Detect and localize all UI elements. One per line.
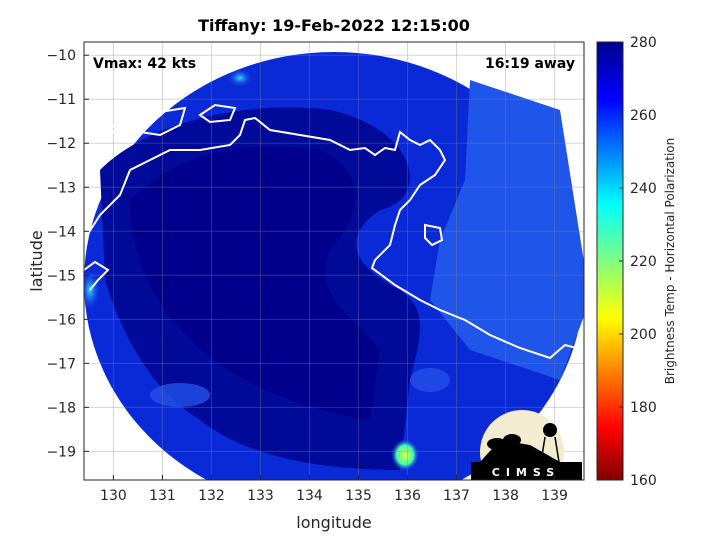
y-tick-label: −10 xyxy=(46,48,76,64)
colorbar-label: Brightness Temp - Horizontal Polarizatio… xyxy=(663,138,677,385)
x-tick-label: 133 xyxy=(247,488,274,504)
x-tick-label: 139 xyxy=(541,488,568,504)
grid xyxy=(84,42,584,480)
swath-core-region xyxy=(130,146,380,420)
y-tick-label: −12 xyxy=(46,136,76,152)
colorbar-tick-label: 220 xyxy=(630,254,657,270)
y-tick-label: −15 xyxy=(46,268,76,284)
x-axis: 130 131 132 133 134 135 136 137 138 139 xyxy=(100,475,568,504)
plot-frame xyxy=(83,41,585,481)
warm-spot xyxy=(84,270,100,310)
distance-label: 16:19 away xyxy=(485,56,575,72)
y-axis-label: latitude xyxy=(27,230,46,291)
colorbar-tick-label: 280 xyxy=(630,35,657,51)
y-tick-label: −14 xyxy=(46,224,76,240)
x-tick-label: 131 xyxy=(149,488,176,504)
colorbar-tick-label: 200 xyxy=(630,327,657,343)
x-axis-label: longitude xyxy=(296,513,371,532)
x-tick-label: 134 xyxy=(296,488,323,504)
colorbar-gradient xyxy=(596,41,624,481)
y-tick-label: −13 xyxy=(46,180,76,196)
x-tick-label: 138 xyxy=(492,488,519,504)
y-tick-label: −17 xyxy=(46,356,76,372)
cimss-logo: CIMSS xyxy=(471,410,582,480)
y-tick-label: −19 xyxy=(46,444,76,460)
x-tick-label: 132 xyxy=(198,488,225,504)
vmax-label: Vmax: 42 kts xyxy=(93,56,196,72)
chart-title: Tiffany: 19-Feb-2022 12:15:00 xyxy=(198,16,470,35)
swath-patch xyxy=(410,368,450,392)
x-tick-label: 136 xyxy=(394,488,421,504)
logo-text: CIMSS xyxy=(492,466,560,479)
y-tick-label: −11 xyxy=(46,92,76,108)
colorbar-tick-label: 240 xyxy=(630,181,657,197)
y-tick-label: −16 xyxy=(46,312,76,328)
y-tick-label: −18 xyxy=(46,400,76,416)
plot-area: CIMSS xyxy=(84,42,584,480)
colorbar-tick-label: 260 xyxy=(630,108,657,124)
y-axis: −10 −11 −12 −13 −14 −15 −16 −17 −18 −19 xyxy=(46,48,89,460)
x-tick-label: 135 xyxy=(345,488,372,504)
brightness-temp-swath xyxy=(84,52,584,480)
x-tick-label: 130 xyxy=(100,488,127,504)
warm-spot xyxy=(391,439,419,471)
warm-spot xyxy=(228,69,252,87)
x-tick-label: 137 xyxy=(443,488,470,504)
swath-patch xyxy=(150,383,210,407)
colorbar-tick-label: 180 xyxy=(630,400,657,416)
coastline xyxy=(84,103,584,360)
swath-light-region xyxy=(430,80,584,380)
colorbar: 160 180 200 220 240 260 280 Brightness Temp - … xyxy=(596,35,677,489)
colorbar-tick-label: 160 xyxy=(630,473,657,489)
